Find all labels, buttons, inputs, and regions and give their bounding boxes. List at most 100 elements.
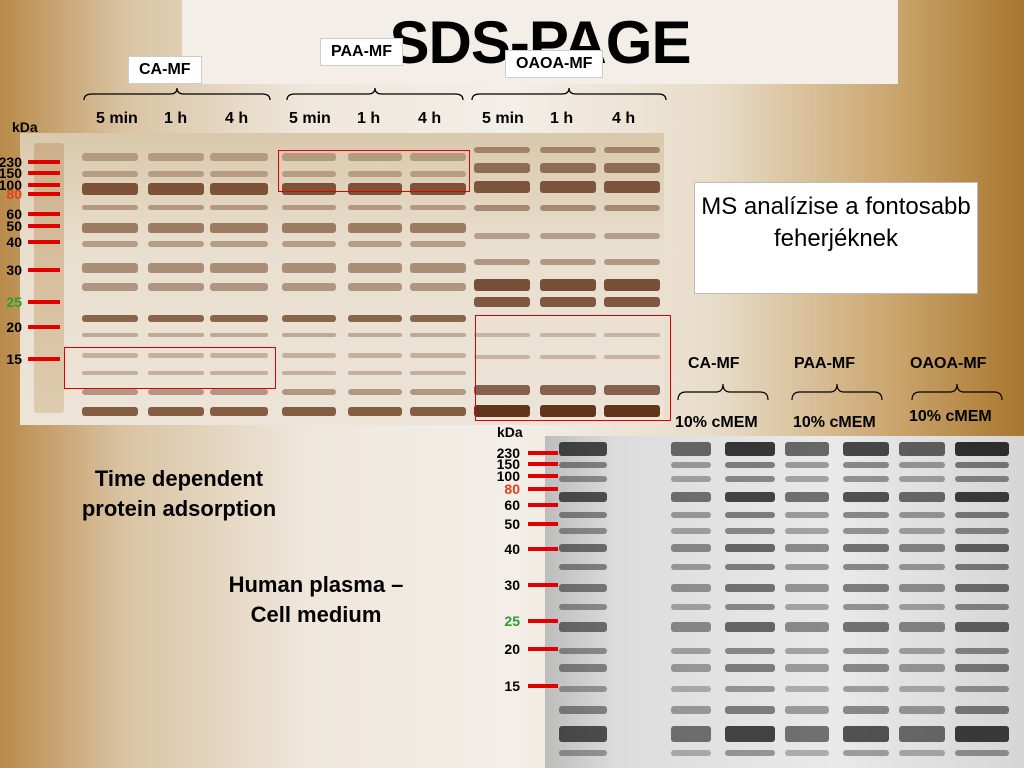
gel-bottom	[545, 436, 1024, 768]
gel-band	[843, 564, 889, 570]
gel-band	[955, 544, 1009, 552]
gel-band	[148, 171, 204, 177]
gel-band	[955, 476, 1009, 482]
gel-band	[82, 205, 138, 210]
gel-band	[843, 622, 889, 632]
mw-marker-tick	[528, 684, 558, 688]
gel-band	[474, 297, 530, 307]
gel-band	[148, 333, 204, 337]
mw-marker-tick	[28, 268, 60, 272]
gel-band	[785, 442, 829, 456]
mw-marker-tick	[528, 462, 558, 466]
gel-band	[899, 648, 945, 654]
gel-band	[282, 353, 336, 358]
gel-band	[785, 492, 829, 502]
gel-band	[210, 223, 268, 233]
gel-band	[955, 462, 1009, 468]
gel-band	[843, 604, 889, 610]
gel-band	[725, 750, 775, 756]
gel-band	[955, 622, 1009, 632]
mw-marker-tick	[28, 325, 60, 329]
gel-band	[899, 664, 945, 672]
highlight-box	[278, 150, 470, 192]
gel-band	[410, 223, 466, 233]
gel-band	[559, 476, 607, 482]
gel-band	[785, 686, 829, 692]
gel-band	[955, 726, 1009, 742]
mw-marker-tick	[528, 474, 558, 478]
gel-band	[348, 241, 402, 247]
gel-band	[348, 407, 402, 416]
gel-band	[474, 205, 530, 211]
gel-band	[410, 315, 466, 322]
highlight-box	[475, 315, 671, 421]
gel-band	[604, 355, 660, 359]
gel-band	[725, 664, 775, 672]
gel-band	[210, 171, 268, 177]
mw-marker-tick	[528, 522, 558, 526]
gel-band	[474, 355, 530, 359]
gel-band	[671, 476, 711, 482]
gel-band	[148, 389, 204, 395]
mw-marker-label: 25	[6, 294, 22, 310]
gel-band	[540, 205, 596, 211]
gel-band	[348, 315, 402, 322]
gel-band	[348, 333, 402, 337]
gel-band	[604, 259, 660, 265]
gel-band	[559, 442, 607, 456]
gel-band	[82, 183, 138, 195]
gel-band	[843, 528, 889, 534]
mw-marker-tick	[528, 451, 558, 455]
mw-marker-label: 230	[0, 154, 22, 170]
gel-band	[899, 584, 945, 592]
bottom-group-label: OAOA-MF	[910, 355, 987, 372]
time-dependent-caption: Time dependent protein adsorption	[81, 466, 277, 521]
gel-band	[282, 263, 336, 273]
brace-oaoa-mf	[471, 87, 667, 101]
gel-top	[20, 133, 664, 425]
gel-band	[671, 664, 711, 672]
gel-band	[410, 263, 466, 273]
gel-band	[410, 153, 466, 161]
gel-band	[899, 476, 945, 482]
gel-band	[955, 706, 1009, 714]
gel-band	[559, 726, 607, 742]
gel-band	[725, 442, 775, 456]
gel-band	[671, 462, 711, 468]
gel-band	[785, 648, 829, 654]
gel-band	[671, 706, 711, 714]
gel-band	[540, 333, 596, 337]
gel-band	[82, 333, 138, 337]
gel-band	[474, 181, 530, 193]
gel-band	[843, 442, 889, 456]
gel-band	[785, 604, 829, 610]
gel-band	[725, 648, 775, 654]
gel-band	[410, 241, 466, 247]
gel-band	[148, 205, 204, 210]
mw-marker-tick	[28, 300, 60, 304]
gel-band	[82, 371, 138, 375]
gel-band	[899, 726, 945, 742]
brace-bottom-oaoa-mf	[911, 383, 1003, 401]
mw-marker-label: 40	[6, 234, 22, 250]
gel-band	[899, 706, 945, 714]
ms-analysis-note: MS analízise a fontosabb feherjéknek	[694, 182, 978, 294]
gel-band	[843, 648, 889, 654]
gel-band	[559, 664, 607, 672]
gel-band	[785, 750, 829, 756]
gel-band	[210, 183, 268, 195]
mw-marker-label: 20	[504, 641, 520, 657]
lane-label: 5 min	[96, 110, 138, 127]
gel-band	[474, 259, 530, 265]
gel-band	[540, 297, 596, 307]
gel-band	[843, 686, 889, 692]
gel-band	[559, 528, 607, 534]
lane-label: 1 h	[550, 110, 574, 127]
lane-label: 4 h	[612, 110, 636, 127]
gel-band	[559, 706, 607, 714]
mw-marker-label: 80	[6, 186, 22, 202]
group-tag-oaoa-mf: OAOA-MF	[505, 50, 604, 78]
gel-band	[540, 163, 596, 173]
mw-marker-label: 50	[6, 218, 22, 234]
gel-band	[843, 706, 889, 714]
